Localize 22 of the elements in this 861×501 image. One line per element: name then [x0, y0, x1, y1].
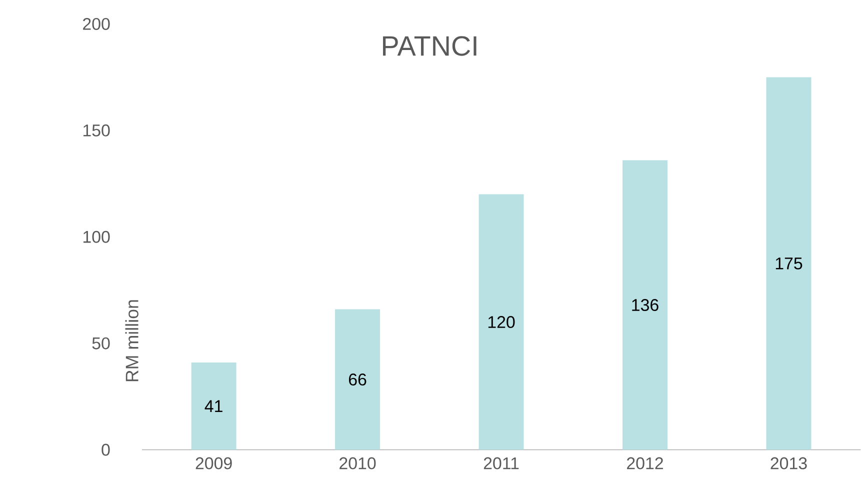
bar — [766, 77, 812, 450]
data-label: 66 — [348, 374, 366, 386]
y-tick-label: 0 — [102, 444, 110, 456]
data-label: 136 — [632, 299, 658, 312]
x-tick-label: 2010 — [340, 457, 376, 470]
y-tick-label: 200 — [83, 18, 110, 30]
y-tick-label: 100 — [83, 231, 110, 243]
x-tick-label: 2012 — [627, 457, 663, 470]
bar — [622, 160, 668, 450]
x-tick-label: 2013 — [770, 457, 807, 470]
data-label: 41 — [204, 400, 222, 412]
bar — [335, 309, 380, 450]
bar — [478, 194, 524, 450]
chart-title: PATNCI — [383, 36, 476, 56]
x-tick-label: 2011 — [484, 457, 519, 470]
y-axis-title: RM million — [125, 300, 138, 382]
data-label: 175 — [776, 258, 802, 270]
x-tick-label: 2009 — [196, 457, 232, 470]
y-tick-label: 150 — [83, 124, 110, 137]
data-label: 120 — [488, 316, 515, 328]
bar — [191, 362, 236, 450]
y-tick-label: 50 — [92, 337, 110, 350]
